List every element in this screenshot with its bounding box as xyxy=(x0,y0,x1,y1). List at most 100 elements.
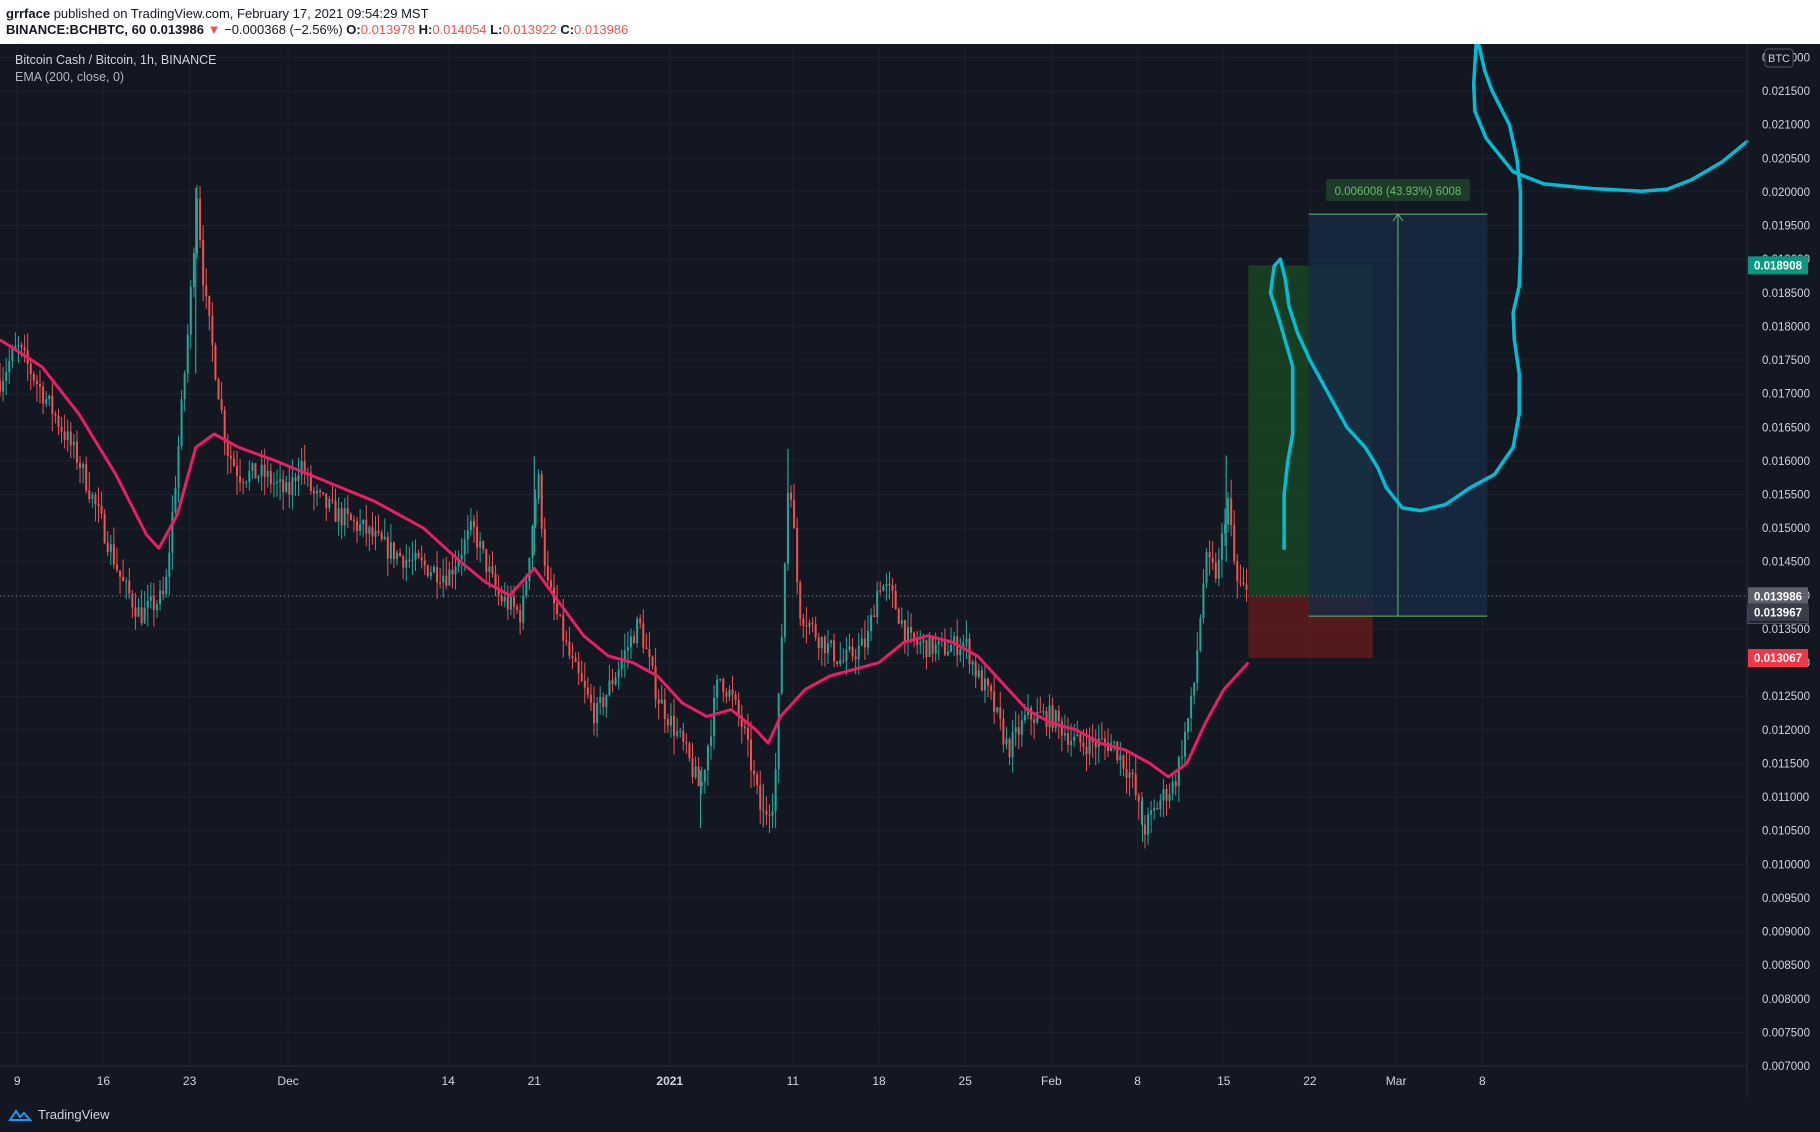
change-arrow-icon: ▼ xyxy=(207,22,221,37)
candle-body xyxy=(399,552,402,557)
candle-body xyxy=(432,566,435,573)
candle-body xyxy=(451,569,454,575)
candle-body xyxy=(660,699,663,704)
candle-body xyxy=(325,493,328,508)
candle-body xyxy=(152,596,155,611)
candle-body xyxy=(528,558,531,581)
candle-body xyxy=(617,669,620,678)
candle-body xyxy=(965,638,968,643)
drawings-layer[interactable] xyxy=(1268,42,1749,551)
author-name[interactable]: grrface xyxy=(6,6,51,21)
candle-body xyxy=(109,544,112,552)
time-axis[interactable]: 9 16 23 Dec 14 21 2021 11 18 25 Feb 8 15 22 Mar 8 xyxy=(14,1074,1486,1088)
candle-body xyxy=(611,680,614,685)
y-tick-label: 0.012500 xyxy=(1762,691,1810,703)
candle-body xyxy=(1063,733,1066,736)
ema-layer xyxy=(0,338,1250,779)
candle-body xyxy=(1137,795,1140,802)
candle-body xyxy=(260,464,263,477)
currency-badge[interactable]: BTC xyxy=(1764,48,1794,68)
candle-body xyxy=(254,463,257,479)
candle-body xyxy=(1070,740,1073,745)
candle-body xyxy=(97,504,100,506)
candle-body xyxy=(888,583,891,586)
candle-body xyxy=(128,580,131,594)
target-price-label: 0.018908 xyxy=(1754,260,1803,272)
x-tick-label: 18 xyxy=(872,1074,886,1088)
candle-body xyxy=(1134,774,1137,796)
candle-body xyxy=(833,640,836,662)
candle-body xyxy=(996,707,999,712)
candle-body xyxy=(389,542,392,559)
candle-body xyxy=(1039,711,1042,713)
grid-layer xyxy=(0,44,1820,1098)
candle-body xyxy=(922,640,925,643)
candle-body xyxy=(1150,810,1153,815)
price-chart[interactable]: 0.006008 (43.93%) 6008 0.007000 0.007500 0… xyxy=(0,42,1820,1098)
y-tick-label: 0.010000 xyxy=(1762,859,1810,871)
candle-body xyxy=(854,656,857,660)
candle-body xyxy=(205,285,208,296)
candle-body xyxy=(63,431,66,440)
candle-body xyxy=(257,476,260,479)
candle-body xyxy=(405,559,408,568)
candle-body xyxy=(534,498,537,526)
candle-body xyxy=(79,462,82,469)
candle-body xyxy=(414,552,417,560)
candle-body xyxy=(906,627,909,642)
candle-body xyxy=(380,532,383,540)
candle-body xyxy=(808,622,811,627)
candle-body xyxy=(669,715,672,726)
candle-body xyxy=(276,481,279,484)
candle-body xyxy=(285,482,288,492)
candle-body xyxy=(1245,584,1248,590)
candle-body xyxy=(750,739,753,771)
candle-body xyxy=(876,590,879,618)
candle-body xyxy=(706,746,709,771)
candle-body xyxy=(1082,742,1085,747)
candle-body xyxy=(1230,498,1233,525)
candle-body xyxy=(1217,559,1220,579)
candle-body xyxy=(863,638,866,648)
candle-body xyxy=(119,570,122,577)
candle-body xyxy=(396,552,399,560)
candle-body xyxy=(608,680,611,696)
tradingview-brand[interactable]: TradingView xyxy=(8,1107,110,1122)
chart-area[interactable]: 0.006008 (43.93%) 6008 0.007000 0.007500 0… xyxy=(0,42,1820,1098)
candle-body xyxy=(799,582,802,619)
candle-body xyxy=(700,781,703,787)
y-tick-label: 0.021500 xyxy=(1762,86,1810,98)
candle-body xyxy=(0,380,1,392)
candle-body xyxy=(709,736,712,747)
candle-body xyxy=(100,505,103,514)
candle-body xyxy=(1171,781,1174,795)
candle-body xyxy=(583,681,586,688)
candle-body xyxy=(75,441,78,463)
candle-body xyxy=(925,640,928,658)
candle-body xyxy=(556,603,559,615)
candle-body xyxy=(771,811,774,816)
candle-body xyxy=(189,286,192,335)
candle-body xyxy=(103,513,106,543)
candle-body xyxy=(1180,756,1183,758)
candle-body xyxy=(673,715,676,736)
publisher-line: grrface published on TradingView.com, Fe… xyxy=(6,6,429,22)
candle-body xyxy=(691,758,694,778)
legend-indicator[interactable]: EMA (200, close, 0) xyxy=(15,70,124,84)
candle-body xyxy=(586,687,589,695)
candle-body xyxy=(32,374,35,381)
candle-body xyxy=(146,600,149,608)
candle-body xyxy=(639,618,642,624)
x-tick-label: Mar xyxy=(1386,1074,1407,1088)
candle-body xyxy=(51,395,54,414)
candle-body xyxy=(266,471,269,477)
candle-body xyxy=(377,530,380,533)
candle-body xyxy=(645,647,648,650)
y-tick-label: 0.007500 xyxy=(1762,1027,1810,1039)
candle-body xyxy=(654,666,657,700)
price-change: −0.000368 (−2.56%) xyxy=(224,22,343,37)
candle-body xyxy=(688,743,691,759)
candle-body xyxy=(614,677,617,685)
candle-body xyxy=(663,699,666,720)
candle-body xyxy=(648,649,651,657)
